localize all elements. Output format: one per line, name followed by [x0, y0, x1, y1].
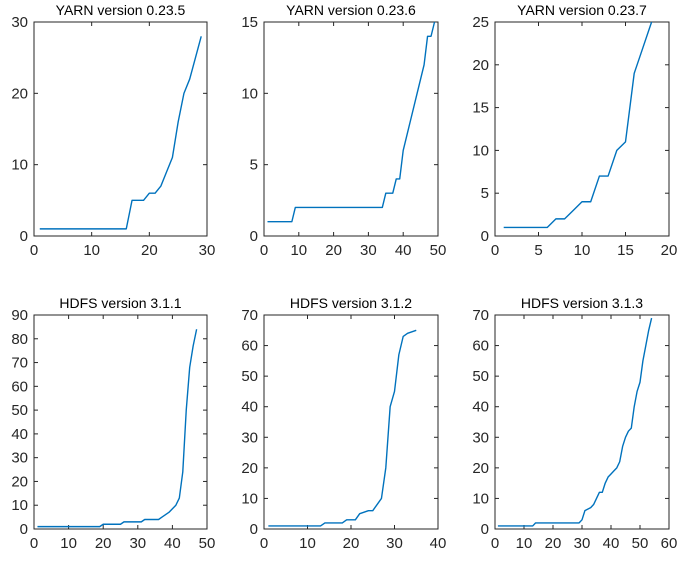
x-tick-label: 20	[661, 242, 678, 259]
y-tick-label: 15	[472, 100, 489, 117]
y-tick-label: 0	[20, 228, 28, 245]
series-line	[37, 329, 198, 528]
chart-title: HDFS version 3.1.2	[290, 295, 412, 311]
plot-frame	[263, 21, 439, 237]
x-tick-label: 60	[661, 535, 678, 552]
x-tick-label: 20	[141, 242, 158, 259]
x-tick-label: 40	[395, 242, 412, 259]
series-line	[268, 329, 417, 527]
plot-frame	[33, 21, 208, 237]
subplot-6: HDFS version 3.1.3 0 10 20 30 40 50 60 0 10 20 30 40…	[472, 295, 677, 552]
plot-frame	[263, 314, 439, 530]
plot-frame	[494, 314, 670, 530]
y-tick-label: 60	[11, 378, 28, 395]
series-line	[503, 21, 653, 229]
y-tick-label: 70	[472, 307, 489, 324]
series-line	[497, 317, 653, 527]
y-tick-label: 20	[11, 85, 28, 102]
y-tick-label: 10	[11, 157, 28, 174]
x-tick-label: 5	[534, 242, 542, 259]
subplot-5: HDFS version 3.1.2 0 10 20 30 40 0 10 20 30 40 50 60…	[241, 295, 446, 552]
y-tick-label: 5	[481, 185, 489, 202]
y-tick-label: 40	[11, 426, 28, 443]
x-tick-label: 20	[95, 535, 112, 552]
x-tick-label: 10	[299, 535, 316, 552]
y-tick-label: 5	[250, 157, 258, 174]
x-tick-label: 50	[199, 535, 216, 552]
y-tick-label: 30	[11, 14, 28, 31]
y-tick-label: 0	[481, 228, 489, 245]
chart-title: YARN version 0.23.5	[56, 2, 186, 18]
x-tick-label: 20	[325, 242, 342, 259]
y-tick-label: 0	[250, 228, 258, 245]
x-tick-label: 30	[199, 242, 216, 259]
y-tick-label: 0	[20, 521, 28, 538]
x-tick-label: 10	[516, 535, 533, 552]
x-tick-label: 10	[60, 535, 77, 552]
y-tick-label: 70	[11, 355, 28, 372]
x-tick-label: 20	[545, 535, 562, 552]
series-line	[39, 36, 202, 230]
y-tick-label: 60	[472, 338, 489, 355]
y-tick-label: 10	[241, 85, 258, 102]
x-tick-label: 0	[30, 535, 38, 552]
x-tick-label: 10	[290, 242, 307, 259]
x-tick-label: 30	[574, 535, 591, 552]
chart-title: YARN version 0.23.6	[286, 2, 416, 18]
y-tick-label: 20	[11, 473, 28, 490]
x-tick-label: 0	[30, 242, 38, 259]
x-tick-label: 50	[632, 535, 649, 552]
x-tick-label: 0	[260, 242, 268, 259]
subplot-1: YARN version 0.23.5 0 10 20 30 0 10 20 30	[11, 2, 215, 259]
y-tick-label: 30	[11, 450, 28, 467]
chart-title: HDFS version 3.1.3	[521, 295, 643, 311]
y-tick-label: 50	[472, 368, 489, 385]
plot-frame	[33, 314, 208, 530]
x-tick-label: 15	[617, 242, 634, 259]
x-tick-label: 40	[603, 535, 620, 552]
chart-title: YARN version 0.23.7	[517, 2, 647, 18]
y-tick-label: 50	[241, 368, 258, 385]
x-tick-label: 40	[164, 535, 181, 552]
subplot-4: HDFS version 3.1.1 0 10 20 30 40 50 0 10 20 30 40 50…	[11, 295, 215, 552]
x-tick-label: 10	[83, 242, 100, 259]
y-tick-label: 20	[241, 460, 258, 477]
x-tick-label: 20	[343, 535, 360, 552]
y-tick-label: 70	[241, 307, 258, 324]
y-tick-label: 90	[11, 307, 28, 324]
y-tick-label: 0	[481, 521, 489, 538]
y-tick-label: 20	[472, 57, 489, 74]
y-tick-label: 0	[250, 521, 258, 538]
y-tick-label: 60	[241, 338, 258, 355]
x-tick-label: 30	[360, 242, 377, 259]
x-tick-label: 50	[430, 242, 447, 259]
y-tick-label: 20	[472, 460, 489, 477]
y-tick-label: 25	[472, 14, 489, 31]
y-tick-label: 80	[11, 331, 28, 348]
x-tick-label: 30	[386, 535, 403, 552]
x-tick-label: 40	[430, 535, 447, 552]
subplot-2: YARN version 0.23.6 0 10 20 30 40 50 0 5 10 15	[241, 2, 446, 259]
y-tick-label: 30	[472, 429, 489, 446]
y-tick-label: 10	[11, 497, 28, 514]
y-tick-label: 30	[241, 429, 258, 446]
subplot-3: YARN version 0.23.7 0 5 10 15 20 0 5 10 15 20 25	[472, 2, 677, 259]
y-tick-label: 40	[241, 399, 258, 416]
y-tick-label: 40	[472, 399, 489, 416]
y-tick-label: 15	[241, 14, 258, 31]
x-tick-label: 0	[491, 535, 499, 552]
x-tick-label: 10	[574, 242, 591, 259]
y-tick-label: 50	[11, 402, 28, 419]
x-tick-label: 30	[129, 535, 146, 552]
x-tick-label: 0	[260, 535, 268, 552]
y-tick-label: 10	[472, 490, 489, 507]
x-tick-label: 0	[491, 242, 499, 259]
chart-title: HDFS version 3.1.1	[59, 295, 181, 311]
series-line	[267, 21, 436, 223]
y-tick-label: 10	[241, 490, 258, 507]
plot-frame	[494, 21, 670, 237]
y-tick-label: 10	[472, 142, 489, 159]
